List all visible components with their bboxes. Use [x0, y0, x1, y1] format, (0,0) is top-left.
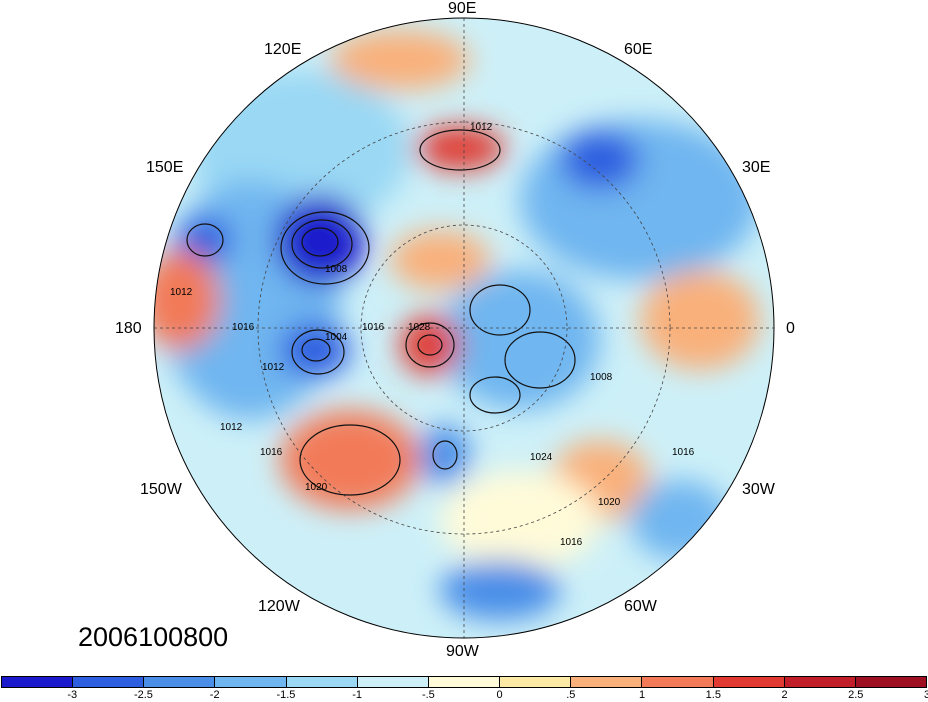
colorbar-tick-label: 2 — [781, 689, 788, 701]
date-stamp: 2006100800 — [78, 622, 229, 652]
isobar-contours — [186, 129, 576, 496]
colorbar-cell — [500, 677, 572, 687]
colorbar-cell — [357, 677, 429, 687]
colorbar-cell — [73, 677, 145, 687]
longitude-label-180: 180 — [115, 320, 142, 337]
isobar-label: 1012 — [220, 422, 243, 433]
colorbar-cell — [855, 677, 927, 687]
isobar-label: 1012 — [262, 362, 285, 373]
colorbar-cell — [215, 677, 287, 687]
longitude-label-150w: 150W — [140, 481, 182, 498]
isobar-label: 1016 — [260, 447, 283, 458]
isobar-label: 1016 — [560, 537, 583, 548]
isobar-label: 1012 — [170, 287, 193, 298]
colorbar-cell — [713, 677, 785, 687]
isobar-label: 1008 — [325, 264, 348, 275]
longitude-label-60w: 60W — [624, 598, 657, 615]
isobar-label-layer: 1012 1012 1008 1004 1016 1012 1016 1012 … — [170, 122, 695, 548]
colorbar-tick-label: .5 — [566, 689, 576, 701]
colorbar-tick-label: -3 — [67, 689, 78, 701]
colorbar-cell — [2, 677, 74, 687]
longitude-label-90w: 90W — [446, 643, 479, 660]
colorbar-tick-label: -1 — [352, 689, 363, 701]
colorbar-tick-label: 3 — [923, 689, 928, 701]
colorbar-tick-label: -.5 — [421, 689, 435, 701]
colorbar-tick-label: 0 — [496, 689, 503, 701]
longitude-label-120w: 120W — [258, 598, 300, 615]
longitude-label-120e: 120E — [264, 41, 302, 58]
isobar-label: 1008 — [590, 372, 613, 383]
isobar-label: 1028 — [408, 322, 431, 333]
longitude-label-0: 0 — [786, 320, 795, 337]
longitude-label-30w: 30W — [742, 481, 775, 498]
isobar-label: 1016 — [362, 322, 385, 333]
colorbar-cell — [428, 677, 501, 687]
isobar-label: 1020 — [598, 497, 621, 508]
colorbar-cell — [784, 677, 856, 687]
graticule — [154, 18, 774, 638]
isobar-label: 1012 — [470, 122, 493, 133]
isobar-label: 1020 — [305, 482, 328, 493]
map-border — [153, 17, 775, 639]
colorbar-cell — [144, 677, 216, 687]
colorbar-tick-label: 2.5 — [848, 689, 864, 701]
colorbar-labels: -3 -2.5 -2 -1.5 -1 -.5 0 .5 1 1.5 2 2.5 3 — [0, 689, 928, 702]
longitude-label-150e: 150E — [146, 159, 184, 176]
colorbar — [1, 676, 927, 688]
colorbar-tick-label: 1 — [639, 689, 646, 701]
anomaly-field — [154, 30, 760, 620]
longitude-label-60e: 60E — [624, 41, 653, 58]
colorbar-tick-label: 1.5 — [705, 689, 721, 701]
colorbar-cell — [571, 677, 643, 687]
colorbar-tick-label: -2.5 — [133, 689, 153, 701]
longitude-label-30e: 30E — [742, 159, 771, 176]
colorbar-tick-label: -1.5 — [276, 689, 296, 701]
isobar-label: 1004 — [325, 332, 348, 343]
colorbar-cell — [642, 677, 714, 687]
isobar-label: 1016 — [232, 322, 255, 333]
isobar-label: 1024 — [530, 452, 553, 463]
longitude-label-90e: 90E — [448, 0, 477, 17]
colorbar-tick-label: -2 — [209, 689, 220, 701]
colorbar-cell — [286, 677, 358, 687]
isobar-label: 1016 — [672, 447, 695, 458]
